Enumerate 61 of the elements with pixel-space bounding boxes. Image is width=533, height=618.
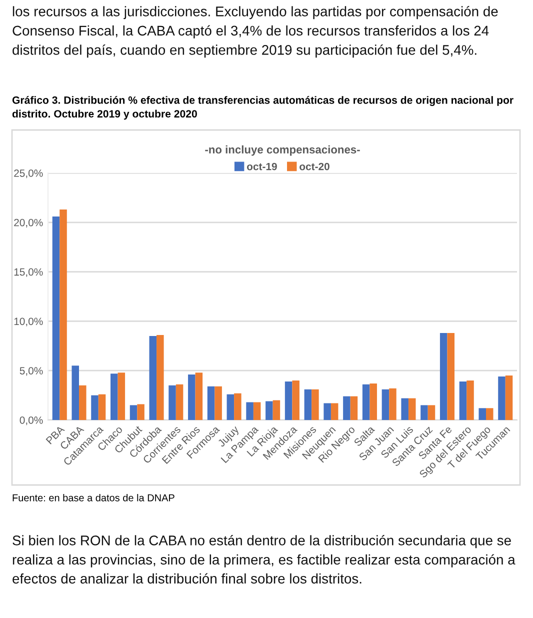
- bar: [478, 408, 486, 420]
- bar: [130, 405, 138, 420]
- bar: [137, 404, 144, 420]
- bar: [408, 398, 416, 420]
- bar: [168, 385, 176, 420]
- bar: [324, 403, 331, 420]
- y-tick-label: 5,0%: [20, 367, 43, 376]
- text: los recursos a las jurisdicciones. Excluyendo las partidas por compensación de Consenso Fiscal, la CABA captó el 3,4% de los recursos transferidos a los 24 distritos del país, cuando en septiembre 2019 su participación fue del 5,4%.: [12, 6, 498, 58]
- bar: [292, 380, 300, 420]
- bar: [440, 333, 448, 420]
- legend-label: oct-19: [247, 162, 277, 170]
- bar: [110, 374, 118, 420]
- bar: [156, 335, 164, 420]
- y-tick-label: 15,0%: [14, 268, 43, 277]
- bar: [234, 393, 242, 420]
- bar: [420, 405, 428, 420]
- chart-subtitle: -no incluye compensaciones-: [205, 145, 360, 156]
- bar: [362, 384, 370, 420]
- chart-title: Gráfico 3. Distribución % efectiva de transferencias automáticas de recursos de origen nacional por distrito. Octubre 2019 y octubre 2020: [12, 96, 514, 120]
- bar: [382, 389, 390, 420]
- bar: [428, 405, 436, 420]
- legend-label: oct-20: [300, 162, 330, 170]
- bar: [312, 389, 319, 420]
- bar: [266, 401, 273, 420]
- bar: [226, 394, 234, 420]
- bar: [207, 386, 215, 420]
- bar: [149, 336, 157, 420]
- y-tick-label: 20,0%: [14, 218, 43, 228]
- bar: [466, 380, 474, 420]
- bar: [486, 408, 494, 420]
- bar: [195, 372, 203, 420]
- bar: [330, 403, 338, 420]
- y-tick-label: 25,0%: [14, 170, 43, 178]
- bar: [72, 366, 80, 420]
- bar: [60, 210, 67, 420]
- y-tick-label: 0,0%: [20, 416, 43, 426]
- bar: [498, 376, 506, 420]
- bar: [401, 398, 408, 420]
- bar: [505, 376, 513, 420]
- bar: [79, 385, 86, 420]
- bar: [389, 388, 396, 420]
- bar: [304, 389, 312, 420]
- text: Si bien los RON de la CABA no están dentro de la distribución secundaria que se realiza a las provincias, sino de la primera, es factible realizar esta comparación a efectos de analizar la distribución final sobre los distritos.: [12, 535, 516, 584]
- bar: [350, 396, 358, 420]
- bar: [272, 400, 280, 420]
- bar: [284, 381, 292, 420]
- bar: [176, 384, 184, 420]
- y-tick-label: 10,0%: [14, 318, 43, 326]
- bar: [370, 383, 377, 420]
- bar: [188, 374, 196, 420]
- bar: [52, 216, 60, 420]
- bar: [253, 402, 261, 420]
- bar: [459, 381, 467, 420]
- source-note: Fuente: en base a datos de la DNAP: [12, 494, 174, 502]
- bar: [246, 402, 254, 420]
- bar: [91, 395, 98, 420]
- bar: [343, 396, 350, 420]
- bar: [447, 333, 454, 420]
- bar: [214, 386, 222, 420]
- bar: [98, 394, 106, 420]
- bar: [118, 372, 126, 420]
